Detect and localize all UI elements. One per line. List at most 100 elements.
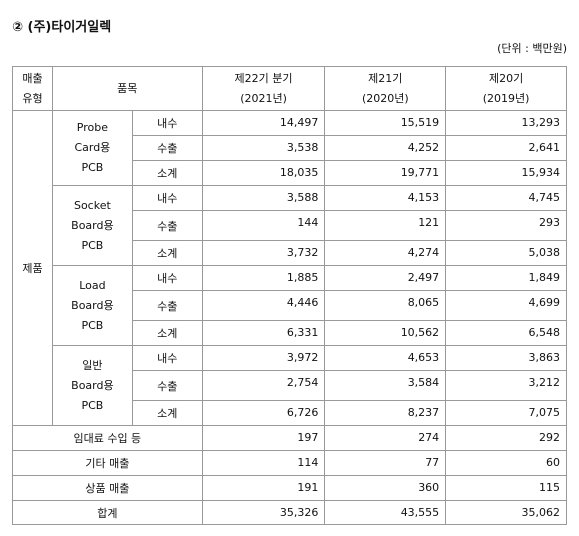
cell-line: (2020년)	[361, 91, 409, 105]
data-row: 소계 3,732 4,274 5,038	[13, 240, 567, 266]
cell-line: PCB	[81, 161, 104, 174]
value-cell: 2,754	[201, 370, 326, 401]
summary-row: 상품 매출 191 360 115	[12, 475, 567, 501]
row-kind: 소계	[131, 160, 203, 186]
cell-line: Card용	[74, 141, 111, 154]
summary-label: 임대료 수입 등	[12, 425, 203, 451]
cell-line: 제22기 분기	[234, 71, 293, 85]
cell-line: Socket	[73, 198, 111, 212]
category-cell: 제품	[12, 110, 53, 426]
cell-line: Board용	[71, 298, 114, 312]
header-item: 품목	[51, 66, 203, 111]
cell-line: PCB	[81, 238, 104, 252]
value-cell: 4,699	[445, 290, 567, 321]
row-kind: 내수	[131, 345, 203, 371]
value-cell: 191	[201, 475, 326, 501]
value-cell: 10,562	[324, 320, 447, 346]
row-kind: 내수	[131, 265, 203, 291]
summary-label: 합계	[12, 500, 203, 525]
value-cell: 121	[324, 210, 447, 241]
cell-line: PCB	[81, 398, 104, 412]
value-cell: 4,153	[324, 185, 447, 211]
data-row: 수출 2,754 3,584 3,212	[13, 370, 567, 401]
value-cell: 3,732	[201, 240, 326, 266]
value-cell: 18,035	[201, 160, 326, 186]
header-row: 매출 유형 품목 제22기 분기 (2021년) 제21기 (2020년) 제20기 (2019…	[12, 66, 567, 111]
value-cell: 4,446	[201, 290, 326, 321]
value-cell: 292	[445, 425, 567, 451]
row-kind: 내수	[131, 185, 203, 211]
unit: (단위 : 백만원)	[497, 42, 567, 55]
summary-label: 기타 매출	[12, 450, 203, 476]
row-kind: 내수	[131, 110, 203, 136]
value-cell: 3,538	[201, 135, 326, 161]
value-cell: 35,062	[445, 500, 567, 525]
value-cell: 77	[324, 450, 447, 476]
summary-label: 상품 매출	[12, 475, 203, 501]
header-period: 제22기 분기 (2021년)	[201, 66, 326, 111]
value-cell: 8,237	[324, 400, 447, 426]
title: ② (주)타이거일렉	[12, 20, 112, 35]
data-row: Load Board용 PCB 내수 1,885 2,497 1,849	[13, 265, 567, 346]
value-cell: 14,497	[201, 110, 326, 136]
value-cell: 6,548	[445, 320, 567, 346]
value-cell: 4,274	[324, 240, 447, 266]
data-row: 수출 3,538 4,252 2,641	[13, 135, 567, 161]
data-row: 수출 4,446 8,065 4,699	[13, 290, 567, 321]
header-period: 제20기 (2019년)	[445, 66, 567, 111]
value-cell: 115	[445, 475, 567, 501]
value-cell: 4,252	[324, 135, 447, 161]
summary-row: 기타 매출 114 77 60	[12, 450, 567, 476]
value-cell: 19,771	[324, 160, 447, 186]
cell-line: Board용	[71, 218, 114, 232]
data-row: 수출 144 121 293	[13, 210, 567, 241]
value-cell: 15,934	[445, 160, 567, 186]
value-cell: 114	[201, 450, 326, 476]
value-cell: 293	[445, 210, 567, 241]
summary-row: 임대료 수입 등 197 274 292	[12, 425, 567, 451]
value-cell: 360	[324, 475, 447, 501]
data-row: 소계 6,331 10,562 6,548	[13, 320, 567, 346]
value-cell: 197	[201, 425, 326, 451]
cell-line: 일반	[82, 358, 103, 372]
value-cell: 15,519	[324, 110, 447, 136]
group-name: 일반 Board용 PCB	[51, 345, 133, 426]
cell-line: (2021년)	[240, 91, 287, 105]
value-cell: 3,863	[445, 345, 567, 371]
cell-line: 유형	[22, 91, 43, 105]
data-row: 제품 Probe Card용 PCB 내수 14,497 15,519 13,293	[12, 110, 567, 426]
data-row: 소계 6,726 8,237 7,075	[13, 400, 567, 426]
sales-table: 매출 유형 품목 제22기 분기 (2021년) 제21기 (2020년) 제20기 (2019…	[12, 66, 567, 525]
value-cell: 1,849	[445, 265, 567, 291]
value-cell: 2,497	[324, 265, 447, 291]
data-row: 일반 Board용 PCB 내수 3,972 4,653 3,863	[13, 345, 567, 426]
value-cell: 5,038	[445, 240, 567, 266]
value-cell: 3,212	[445, 370, 567, 401]
value-cell: 2,641	[445, 135, 567, 161]
value-cell: 60	[445, 450, 567, 476]
value-cell: 3,972	[201, 345, 326, 371]
row-kind: 수출	[131, 290, 203, 321]
row-kind: 소계	[131, 240, 203, 266]
value-cell: 7,075	[445, 400, 567, 426]
row-kind: 소계	[131, 400, 203, 426]
value-cell: 6,726	[201, 400, 326, 426]
group-name: Probe Card용 PCB	[51, 110, 133, 186]
data-row: Socket Board용 PCB 내수 3,588 4,153 4,745	[13, 185, 567, 266]
row-kind: 소계	[131, 320, 203, 346]
cell-line: Load	[79, 278, 106, 292]
value-cell: 3,584	[324, 370, 447, 401]
row-kind: 수출	[131, 370, 203, 401]
cell-line: PCB	[81, 318, 104, 332]
cell-line: 제20기	[488, 71, 524, 85]
value-cell: 13,293	[445, 110, 567, 136]
value-cell: 274	[324, 425, 447, 451]
value-cell: 35,326	[201, 500, 326, 525]
header-period: 제21기 (2020년)	[324, 66, 447, 111]
group-name: Load Board용 PCB	[51, 265, 133, 346]
value-cell: 144	[201, 210, 326, 241]
value-cell: 3,588	[201, 185, 326, 211]
cell-line: 매출	[22, 71, 43, 85]
